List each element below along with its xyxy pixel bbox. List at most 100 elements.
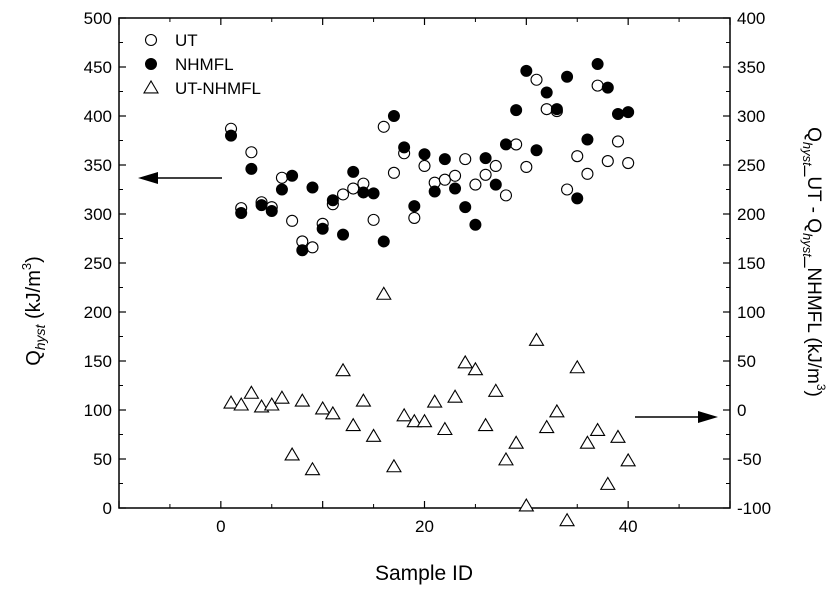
y-axis-right-label: Qhyst_UT - Qhyst_NHMFL (kJ/m3) <box>800 127 828 397</box>
data-point <box>569 359 586 374</box>
data-point <box>601 81 614 94</box>
data-point <box>620 452 637 467</box>
y-axis-left-label: Qhyst (kJ/m3) <box>19 256 48 366</box>
y-right-tick-label: 250 <box>737 156 765 175</box>
y-left-tick-label: 0 <box>103 499 112 518</box>
legend-marker <box>145 58 157 70</box>
data-point <box>538 419 555 434</box>
series-ut <box>224 73 635 254</box>
data-point <box>477 417 494 432</box>
y-left-tick-label: 100 <box>84 401 112 420</box>
axis-arrows <box>138 172 718 423</box>
data-point <box>540 103 553 116</box>
data-point <box>387 166 401 179</box>
y-right-tick-label: 350 <box>737 58 765 77</box>
data-point <box>489 159 502 173</box>
data-point <box>540 86 553 99</box>
y-axis-left: 0 50 100 150 200 250 300 350 400 450 500 <box>84 9 126 518</box>
legend-label: UT <box>175 31 198 50</box>
data-point <box>294 393 311 407</box>
data-point <box>498 451 514 466</box>
data-point <box>335 362 351 377</box>
data-point <box>347 165 360 178</box>
data-point <box>255 199 268 212</box>
data-point <box>385 458 402 473</box>
data-point <box>243 385 260 399</box>
data-point <box>530 144 543 157</box>
data-point <box>459 153 472 166</box>
right-arrow-head <box>698 411 718 423</box>
data-point <box>408 211 421 224</box>
data-point <box>447 389 464 403</box>
data-point <box>336 188 350 201</box>
y-left-tick-label: 200 <box>84 303 112 322</box>
x-axis-label: Sample ID <box>375 562 473 585</box>
data-point <box>499 138 512 151</box>
data-point <box>599 476 616 490</box>
data-point <box>510 104 523 117</box>
data-point <box>345 417 362 432</box>
data-point <box>245 146 258 159</box>
data-point <box>449 182 462 195</box>
data-point <box>233 397 250 411</box>
data-point <box>508 435 525 449</box>
x-tick-label: 40 <box>619 517 638 536</box>
x-tick-label: 0 <box>216 517 225 536</box>
data-point <box>499 189 513 202</box>
data-point <box>579 435 596 449</box>
y-right-tick-label: 0 <box>737 401 746 420</box>
data-point <box>611 108 624 121</box>
data-point <box>520 160 533 174</box>
data-point <box>396 407 413 422</box>
data-point <box>438 173 451 186</box>
legend-marker <box>144 33 158 47</box>
data-point <box>591 58 604 71</box>
data-point <box>589 422 606 437</box>
y-right-tick-label: 50 <box>737 352 756 371</box>
data-point <box>306 181 319 194</box>
x-axis: 0 20 40 <box>118 18 731 536</box>
data-point <box>581 133 594 146</box>
y-right-tick-label: 300 <box>737 107 765 126</box>
legend-label: UT-NHMFL <box>175 79 261 98</box>
data-point <box>286 214 299 227</box>
data-point <box>286 169 299 182</box>
data-point <box>489 178 502 191</box>
data-point <box>487 383 504 397</box>
data-point <box>561 70 574 83</box>
y-right-tick-label: 200 <box>737 205 765 224</box>
data-point <box>324 405 341 420</box>
data-point <box>518 497 535 512</box>
data-point <box>296 244 309 257</box>
data-point <box>304 461 321 476</box>
data-point <box>235 207 248 220</box>
data-point <box>347 182 360 195</box>
left-arrow-head <box>138 172 158 184</box>
data-point <box>367 213 380 226</box>
data-point <box>459 201 472 214</box>
data-point <box>530 73 543 86</box>
data-point <box>571 192 584 205</box>
data-point <box>337 228 350 241</box>
data-point <box>408 200 421 213</box>
y-left-tick-label: 150 <box>84 352 112 371</box>
data-point <box>467 361 484 376</box>
data-point <box>548 403 565 418</box>
data-point <box>357 186 370 199</box>
data-point <box>223 395 239 409</box>
legend-marker <box>143 79 159 94</box>
data-point <box>479 168 492 181</box>
data-point <box>571 150 584 163</box>
data-point <box>610 429 626 443</box>
y-left-tick-label: 300 <box>84 205 112 224</box>
data-point <box>275 183 288 196</box>
data-point <box>245 162 258 175</box>
data-point <box>601 155 614 168</box>
data-point <box>581 167 594 180</box>
data-point <box>367 187 380 200</box>
y-right-tick-label: 100 <box>737 303 765 322</box>
y-left-tick-label: 400 <box>84 107 112 126</box>
data-point <box>528 332 545 346</box>
data-point <box>436 421 453 436</box>
